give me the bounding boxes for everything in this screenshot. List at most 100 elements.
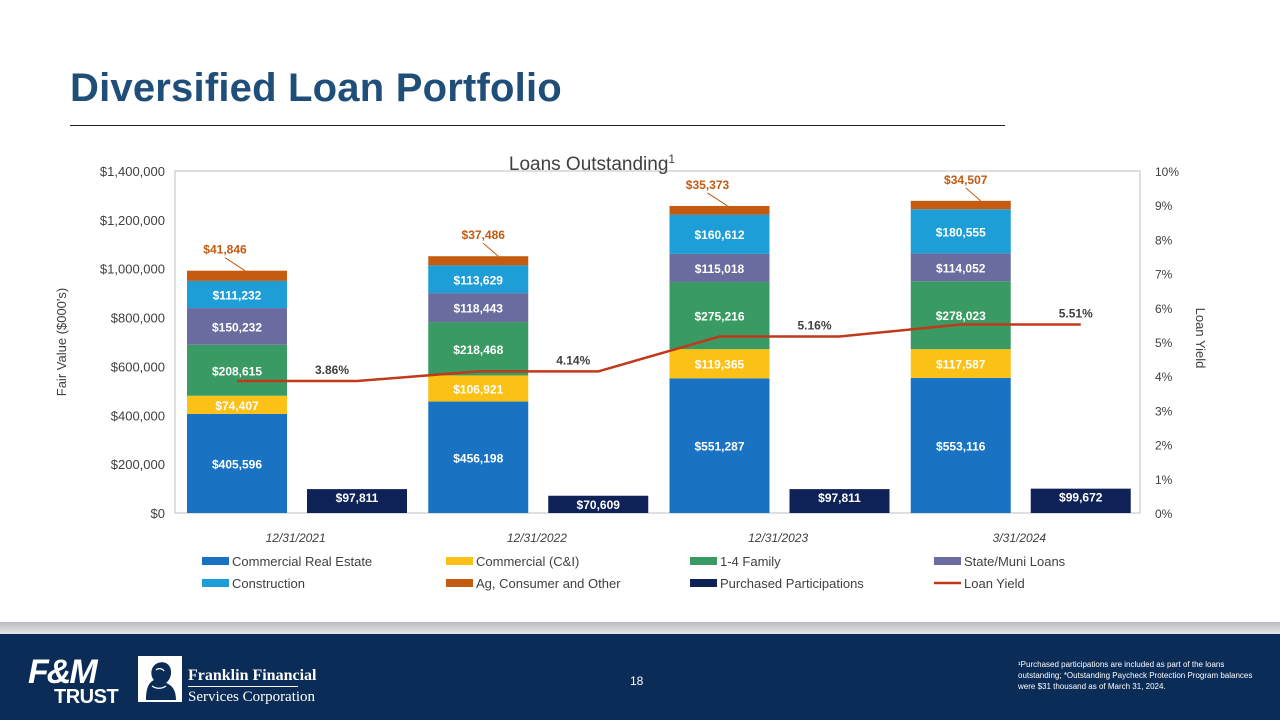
y-tick-label: $600,000 xyxy=(111,359,165,374)
y-tick-label: $0 xyxy=(151,506,165,521)
bar-segment xyxy=(910,200,1011,210)
bar-segment xyxy=(910,281,1011,350)
bar-data-label: $275,216 xyxy=(694,310,744,324)
x-tick-label: 12/31/2022 xyxy=(507,531,567,545)
fm-logo-bottom: TRUST xyxy=(54,686,119,708)
fm-trust-logo: F&M TRUST xyxy=(28,653,119,708)
bar-segment xyxy=(669,253,770,282)
y2-tick-label: 7% xyxy=(1155,268,1173,282)
fm-logo-top: F&M xyxy=(28,653,98,691)
title-divider xyxy=(70,125,1005,126)
bar-data-label: $113,629 xyxy=(454,273,504,287)
bar-segment xyxy=(187,280,287,309)
y2-tick-label: 3% xyxy=(1155,404,1173,418)
participation-bar xyxy=(1030,488,1131,513)
bar-segment xyxy=(910,253,1011,282)
loan-yield-label: 5.16% xyxy=(797,319,831,333)
ffsc-logo-text: Franklin Financial Services Corporation xyxy=(188,668,316,705)
bar-data-label: $553,116 xyxy=(936,439,986,453)
bar-segment xyxy=(669,378,770,513)
y-tick-label: $800,000 xyxy=(111,311,165,326)
bar-data-label: $35,373 xyxy=(686,178,730,192)
legend-label: Purchased Participations xyxy=(720,576,864,591)
bar-segment xyxy=(187,308,287,345)
legend-label: Commercial (C&I) xyxy=(476,554,579,569)
bar-data-label: $160,612 xyxy=(694,228,744,242)
legend-swatch xyxy=(690,579,717,587)
bar-segment xyxy=(669,205,770,215)
y2-tick-label: 9% xyxy=(1155,199,1173,213)
bar-data-label: $119,365 xyxy=(695,358,745,372)
y2-tick-label: 2% xyxy=(1155,439,1173,453)
bar-segment xyxy=(428,322,529,376)
footnote: ¹Purchased participations are included a… xyxy=(1018,660,1253,691)
ffsc-name-line1: Franklin Financial xyxy=(188,667,317,684)
bar-segment xyxy=(910,377,1011,513)
y-tick-label: $1,000,000 xyxy=(100,262,165,277)
y2-tick-label: 0% xyxy=(1155,507,1173,521)
bar-data-label: $37,486 xyxy=(462,228,506,242)
y2-tick-label: 6% xyxy=(1155,302,1173,316)
x-tick-label: 3/31/2024 xyxy=(993,531,1047,545)
bar-segment xyxy=(187,395,287,414)
bar-segment xyxy=(187,270,287,281)
ffsc-name-line2: Services Corporation xyxy=(188,689,316,705)
legend-label: Commercial Real Estate xyxy=(232,554,372,569)
bar-data-label: $278,023 xyxy=(936,309,986,323)
callout-leader xyxy=(482,242,499,257)
ffsc-logo-rule xyxy=(188,686,298,687)
bar-segment xyxy=(187,413,287,513)
participation-data-label: $70,609 xyxy=(577,498,621,512)
participation-data-label: $97,811 xyxy=(336,491,379,505)
bar-data-label: $41,846 xyxy=(203,243,247,257)
y2-tick-label: 4% xyxy=(1155,370,1173,384)
legend-label: 1-4 Family xyxy=(720,554,781,569)
y-tick-label: $400,000 xyxy=(111,408,165,423)
participation-bar xyxy=(789,489,890,513)
footer xyxy=(0,634,1280,720)
footer-band xyxy=(0,622,1280,634)
bar-segment xyxy=(428,265,529,294)
loan-yield-label: 5.51% xyxy=(1059,307,1093,321)
y2-tick-label: 10% xyxy=(1155,165,1179,179)
legend-swatch xyxy=(202,557,229,565)
legend-label: Construction xyxy=(232,576,305,591)
bar-data-label: $114,052 xyxy=(936,261,986,275)
loans-outstanding-chart: $0 $200,000 $400,000 $600,000 $800,000 $1,000… xyxy=(54,152,1208,591)
bar-segment xyxy=(669,281,770,350)
callout-leader xyxy=(707,192,728,207)
participation-data-label: $99,672 xyxy=(1059,491,1103,505)
y-tick-label: $200,000 xyxy=(111,457,165,472)
bar-data-label: $34,507 xyxy=(944,173,988,187)
legend-swatch xyxy=(202,579,229,587)
x-tick-label: 12/31/2021 xyxy=(266,531,326,545)
loan-yield-label: 3.86% xyxy=(315,363,349,377)
legend-label: Loan Yield xyxy=(964,576,1025,591)
loan-yield-line xyxy=(237,323,1081,383)
participation-data-label: $97,811 xyxy=(818,491,861,505)
bar-data-label: $218,468 xyxy=(453,343,503,357)
legend-swatch xyxy=(446,557,473,565)
bar-data-label: $106,921 xyxy=(453,382,503,396)
participation-bar xyxy=(307,489,407,513)
x-tick-label: 12/31/2023 xyxy=(748,531,808,545)
callout-leader xyxy=(224,257,246,272)
y-tick-label: $1,200,000 xyxy=(100,213,165,228)
bar-segment xyxy=(428,256,529,266)
bar-segment xyxy=(669,349,770,379)
bar-data-label: $405,596 xyxy=(212,457,262,471)
bar-data-label: $456,198 xyxy=(453,451,503,465)
bar-segment xyxy=(910,349,1011,378)
y2-tick-label: 8% xyxy=(1155,233,1173,247)
page-title: Diversified Loan Portfolio xyxy=(70,66,562,110)
legend-label: Ag, Consumer and Other xyxy=(476,576,621,591)
bar-segment xyxy=(428,293,529,323)
legend-swatch xyxy=(934,557,961,565)
legend-swatch xyxy=(446,579,473,587)
plot-area-border xyxy=(174,170,1141,514)
bar-segment xyxy=(428,401,529,513)
y2-tick-label: 5% xyxy=(1155,336,1173,350)
y-axis-title: Fair Value ($000's) xyxy=(54,288,69,396)
page-number: 18 xyxy=(630,674,644,688)
bar-data-label: $208,615 xyxy=(212,364,262,378)
